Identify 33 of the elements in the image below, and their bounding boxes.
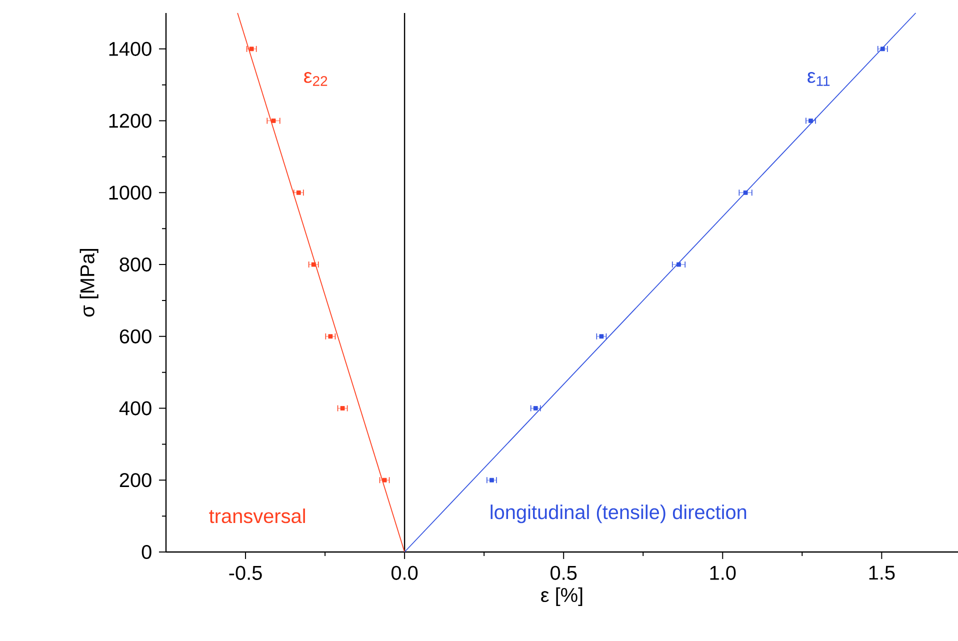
y-axis-title: σ [MPa] bbox=[80, 249, 98, 317]
y-tick-label: 1200 bbox=[109, 114, 152, 128]
y-tick-label: 0 bbox=[142, 544, 152, 560]
series-label: ε$_{11}$ bbox=[808, 72, 830, 86]
point bbox=[599, 334, 604, 339]
point bbox=[743, 190, 748, 195]
x-tick-label: 1.5 bbox=[869, 566, 895, 580]
point bbox=[271, 118, 276, 123]
annotation: transversal bbox=[209, 508, 305, 524]
point bbox=[311, 262, 316, 267]
x-tick-label: 1.0 bbox=[710, 566, 736, 580]
point bbox=[382, 478, 387, 482]
y-tick-label: 1000 bbox=[109, 186, 152, 200]
y-tick-label: 400 bbox=[119, 401, 152, 416]
point bbox=[340, 406, 345, 410]
point bbox=[808, 118, 813, 123]
x-axis-title: ε [%] bbox=[541, 587, 582, 606]
text: ε$_{22}$ bbox=[304, 72, 328, 86]
y-tick-label: 600 bbox=[120, 329, 152, 344]
y-tick-label: 800 bbox=[120, 257, 152, 272]
point bbox=[328, 334, 333, 339]
y-tick-label: 1400 bbox=[109, 42, 152, 56]
y-tick-label: 200 bbox=[120, 473, 152, 488]
point bbox=[249, 46, 254, 52]
x-tick-label: 0.0 bbox=[391, 566, 418, 580]
annotation: longitudinal (tensile) direction bbox=[490, 504, 746, 524]
x-tick-label: 0.5 bbox=[550, 566, 577, 580]
point bbox=[490, 478, 494, 482]
point bbox=[880, 46, 885, 52]
point bbox=[296, 190, 301, 195]
point bbox=[533, 406, 538, 410]
point bbox=[676, 262, 681, 267]
x-tick-label: -0.5 bbox=[229, 566, 262, 580]
